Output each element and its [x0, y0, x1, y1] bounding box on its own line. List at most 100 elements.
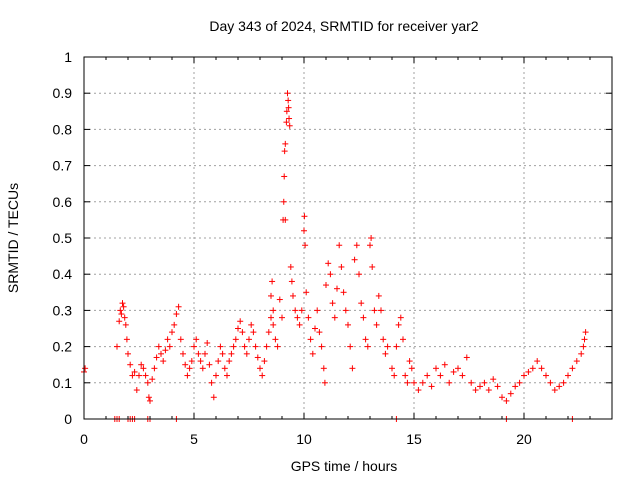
data-point	[283, 108, 290, 115]
data-point	[191, 343, 197, 350]
data-point	[521, 372, 527, 379]
data-point	[367, 242, 373, 249]
plot-frame	[83, 56, 613, 420]
data-point	[153, 354, 160, 361]
data-point	[340, 289, 347, 296]
data-point	[250, 329, 257, 336]
data-point	[237, 318, 244, 325]
data-point	[272, 336, 279, 343]
data-point	[270, 321, 277, 328]
data-point	[312, 325, 318, 332]
data-point	[428, 383, 435, 390]
data-point	[177, 336, 184, 343]
data-point	[331, 314, 338, 321]
data-point	[433, 365, 439, 372]
data-point	[516, 379, 523, 386]
data-point	[534, 358, 541, 365]
data-point	[415, 387, 422, 394]
data-point	[226, 358, 233, 365]
data-point	[499, 394, 505, 401]
data-point	[314, 307, 321, 314]
x-axis-label: GPS time / hours	[291, 458, 398, 474]
data-point	[120, 303, 127, 310]
data-point	[147, 397, 153, 404]
data-point	[290, 292, 296, 299]
data-point	[371, 307, 378, 314]
data-point	[356, 271, 362, 278]
data-point	[285, 104, 292, 111]
data-point	[286, 122, 293, 129]
data-point	[261, 358, 268, 365]
data-point	[127, 361, 134, 368]
data-point	[206, 361, 213, 368]
data-point	[419, 379, 426, 386]
data-point	[375, 292, 382, 299]
data-point	[351, 256, 358, 263]
data-point	[173, 311, 180, 318]
data-point	[294, 314, 301, 321]
data-point	[199, 365, 206, 372]
data-point	[329, 300, 336, 307]
data-point	[208, 379, 215, 386]
data-point	[477, 383, 483, 390]
data-point	[281, 173, 288, 180]
data-point	[395, 321, 402, 328]
data-point	[82, 365, 89, 372]
data-point	[232, 336, 239, 343]
y-tick-label: 0.6	[53, 194, 73, 210]
data-point	[215, 358, 222, 365]
data-point	[481, 379, 488, 386]
data-point	[538, 365, 545, 372]
data-point	[180, 350, 186, 357]
y-tick-label: 0.5	[53, 230, 73, 246]
data-point	[455, 365, 461, 372]
data-point	[298, 307, 305, 314]
data-point	[136, 372, 142, 379]
data-point	[270, 307, 277, 314]
data-point	[406, 358, 413, 365]
data-point	[437, 372, 444, 379]
x-tick-label: 20	[516, 431, 532, 447]
data-point	[404, 379, 411, 386]
data-point	[362, 336, 369, 343]
data-point	[276, 296, 283, 303]
data-point	[169, 329, 175, 336]
data-point	[219, 350, 226, 357]
data-point	[284, 90, 291, 97]
y-tick-label: 0.3	[53, 302, 73, 318]
data-point	[342, 307, 349, 314]
data-point	[547, 379, 554, 386]
data-point	[246, 336, 252, 343]
data-point	[162, 347, 169, 354]
data-point	[320, 365, 327, 372]
data-point	[349, 365, 356, 372]
data-point	[556, 383, 563, 390]
data-point	[309, 350, 316, 357]
data-point	[193, 336, 200, 343]
data-point	[125, 350, 131, 357]
data-point	[123, 336, 130, 343]
data-point	[373, 321, 380, 328]
data-point	[117, 307, 124, 314]
data-point	[188, 358, 195, 365]
data-point	[140, 365, 147, 372]
data-point	[525, 368, 532, 375]
data-point	[382, 350, 389, 357]
data-point	[468, 379, 475, 386]
y-tick-label: 0.7	[53, 158, 73, 174]
x-axis-ticks: 0 5 10 15 20	[80, 57, 613, 447]
data-point	[321, 379, 328, 386]
grid-lines	[84, 57, 612, 419]
data-point	[263, 343, 270, 350]
data-point	[175, 303, 182, 310]
data-point	[325, 260, 332, 267]
data-point	[166, 343, 173, 350]
y-axis-ticks: 0 0.1 0.2 0.3 0.4 0.5 0.6 0.7 0.8 0.9 1	[53, 49, 612, 427]
data-point	[292, 307, 299, 314]
data-point	[259, 372, 266, 379]
data-point	[269, 278, 276, 285]
data-point	[369, 263, 376, 270]
data-point	[358, 300, 365, 307]
